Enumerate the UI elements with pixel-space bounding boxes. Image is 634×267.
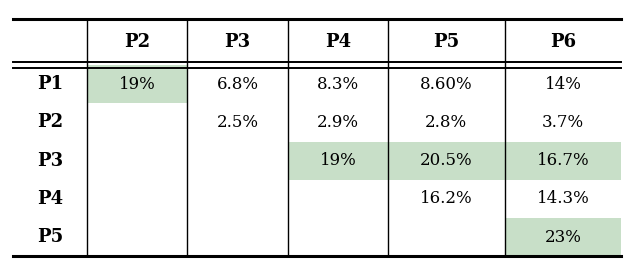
Text: P4: P4: [325, 33, 351, 51]
Text: P4: P4: [37, 190, 63, 208]
Text: 16.7%: 16.7%: [537, 152, 590, 169]
Text: 6.8%: 6.8%: [216, 76, 259, 93]
Text: 2.9%: 2.9%: [317, 114, 359, 131]
Text: P2: P2: [37, 113, 63, 131]
Text: P5: P5: [37, 228, 63, 246]
Text: 8.3%: 8.3%: [317, 76, 359, 93]
Text: 19%: 19%: [320, 152, 356, 169]
Text: 3.7%: 3.7%: [542, 114, 584, 131]
Text: 20.5%: 20.5%: [420, 152, 473, 169]
Text: 8.60%: 8.60%: [420, 76, 473, 93]
Bar: [288, 142, 388, 180]
Text: 19%: 19%: [119, 76, 155, 93]
Text: P3: P3: [37, 152, 63, 170]
Text: P6: P6: [550, 33, 576, 51]
Text: P1: P1: [37, 75, 63, 93]
Bar: [505, 142, 621, 180]
Text: 14.3%: 14.3%: [536, 190, 590, 207]
Text: 23%: 23%: [545, 229, 581, 246]
Bar: [505, 218, 621, 256]
Text: 16.2%: 16.2%: [420, 190, 473, 207]
Text: P2: P2: [124, 33, 150, 51]
Text: 2.8%: 2.8%: [425, 114, 467, 131]
Text: 2.5%: 2.5%: [216, 114, 259, 131]
Text: P5: P5: [433, 33, 460, 51]
Text: P3: P3: [224, 33, 250, 51]
Bar: [87, 65, 187, 103]
Text: 14%: 14%: [545, 76, 581, 93]
Bar: [388, 142, 505, 180]
